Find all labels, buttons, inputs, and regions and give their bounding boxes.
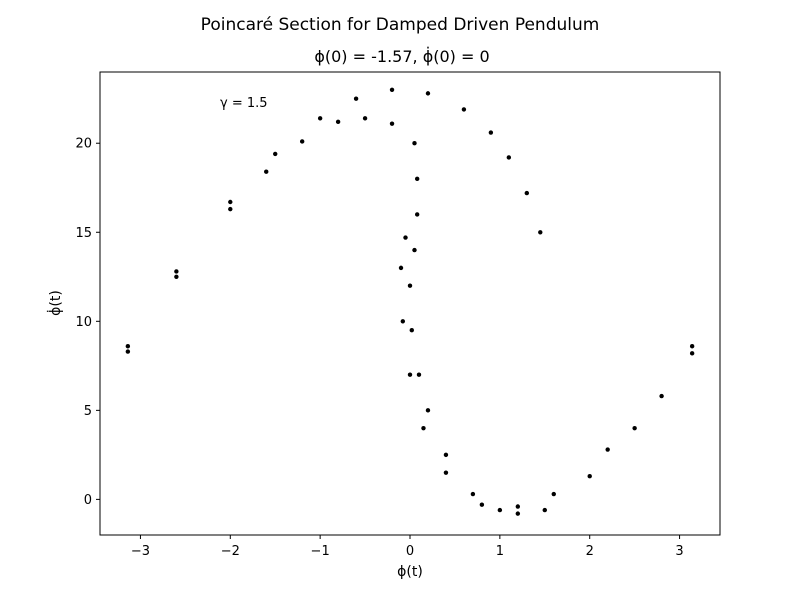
y-axis-label: ϕ̇(t) [46,290,64,316]
x-axis-ticks: −3 −2 −1 0 1 2 3 [131,535,684,559]
scatter-point [587,474,592,479]
scatter-point [497,507,503,513]
y-tick-label: 0 [84,493,92,508]
scatter-point [659,393,664,399]
scatter-point [353,96,359,101]
scatter-point [416,372,422,377]
scatter-point [551,491,556,497]
scatter-point [605,447,610,452]
scatter-point [389,87,395,93]
scatter-point [443,452,449,458]
x-tick-label: 0 [406,544,414,559]
scatter-point [632,425,637,431]
scatter-point [398,265,404,271]
scatter-point [407,372,413,377]
x-tick-label: 3 [675,544,683,559]
scatter-point [479,502,485,507]
scatter-point [414,212,420,217]
scatter-point [273,151,278,157]
y-tick-label: 10 [75,315,92,330]
scatter-point [264,169,269,174]
scatter-point [506,155,512,160]
plot-frame [99,71,721,536]
scatter-point [425,408,431,413]
scatter-point [443,470,449,475]
scatter-point [488,130,494,135]
scatter-point [515,511,521,516]
scatter-point [689,344,695,349]
scatter-point [421,425,426,431]
scatter-point [125,349,131,354]
y-tick-label: 5 [84,404,92,419]
scatter-point [524,190,530,196]
scatter-point [425,91,431,96]
y-tick-label: 15 [75,226,92,241]
scatter-point [470,491,476,497]
x-tick-label: −2 [221,544,240,559]
scatter-point [542,507,547,513]
scatter-point [461,107,467,112]
scatter-point [228,206,233,212]
scatter-point [125,344,131,349]
scatter-point [515,504,521,509]
scatter-point [228,199,233,205]
chart-subtitle: ϕ(0) = -1.57, ϕ̇(0) = 0 [314,47,489,66]
x-tick-label: −3 [131,544,150,559]
scatter-point [409,328,414,333]
scatter-point [538,230,543,235]
scatter-point [389,121,395,126]
chart-title: Poincaré Section for Damped Driven Pendu… [201,15,600,35]
x-tick-label: 1 [496,544,504,559]
scatter-point [400,319,406,324]
scatter-point [317,116,323,121]
annotation-gamma: γ = 1.5 [220,96,268,111]
scatter-point [412,247,417,253]
scatter-point [414,176,420,182]
scatter-point [362,116,368,121]
y-tick-label: 20 [75,137,92,152]
x-tick-label: 2 [586,544,594,559]
scatter-point [689,351,695,356]
scatter-point [403,235,408,240]
scatter-point [335,119,341,125]
x-axis-label: ϕ(t) [397,564,423,580]
scatter-point [174,269,179,274]
scatter-point [299,139,305,144]
x-tick-label: −1 [311,544,330,559]
scatter-point [412,141,417,146]
scatter-point [174,274,179,279]
y-axis-ticks: 0 5 10 15 20 [75,137,100,508]
scatter-points [125,87,695,516]
scatter-point [407,283,413,288]
